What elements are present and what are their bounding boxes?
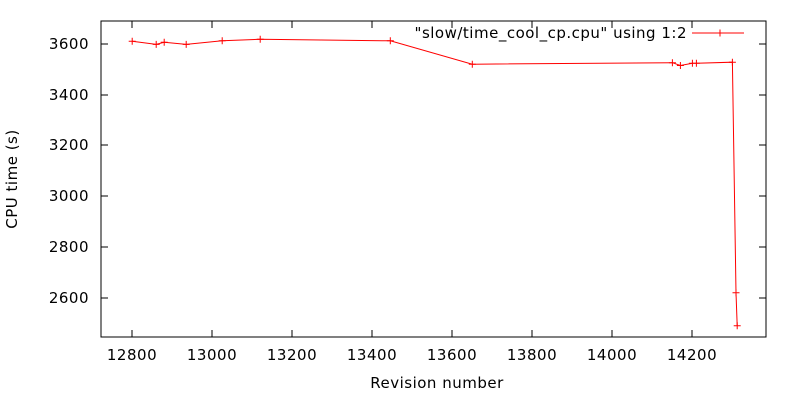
x-tick-label: 14200	[667, 346, 717, 364]
plot-border	[100, 20, 767, 338]
x-tick-label: 13600	[427, 346, 477, 364]
legend: "slow/time_cool_cp.cpu" using 1:2	[415, 24, 744, 43]
y-axis-label: CPU time (s)	[3, 129, 21, 228]
legend-sample-marker	[716, 29, 724, 37]
y-tick-label: 3400	[49, 86, 89, 104]
y-tick-label: 2600	[49, 289, 89, 307]
series-layer	[128, 35, 741, 330]
legend-label: "slow/time_cool_cp.cpu" using 1:2	[415, 24, 687, 43]
y-tick-label: 3600	[49, 35, 89, 53]
tick-label-layer: 12800 13000 13200 13400 13600 13800 14000 14200…	[49, 35, 717, 364]
x-tick-label: 12800	[107, 346, 157, 364]
x-tick-label: 13200	[267, 346, 317, 364]
x-tick-label: 13800	[507, 346, 557, 364]
series-line	[132, 38, 738, 326]
x-tick-label: 14000	[587, 346, 637, 364]
point-markers	[128, 35, 741, 330]
y-tick-label: 3200	[49, 136, 89, 154]
x-axis-label: Revision number	[370, 374, 504, 392]
y-tick-label: 3000	[49, 187, 89, 205]
y-tick-label: 2800	[49, 238, 89, 256]
x-tick-label: 13000	[187, 346, 237, 364]
axes-layer	[100, 20, 767, 338]
x-tick-label: 13400	[347, 346, 397, 364]
